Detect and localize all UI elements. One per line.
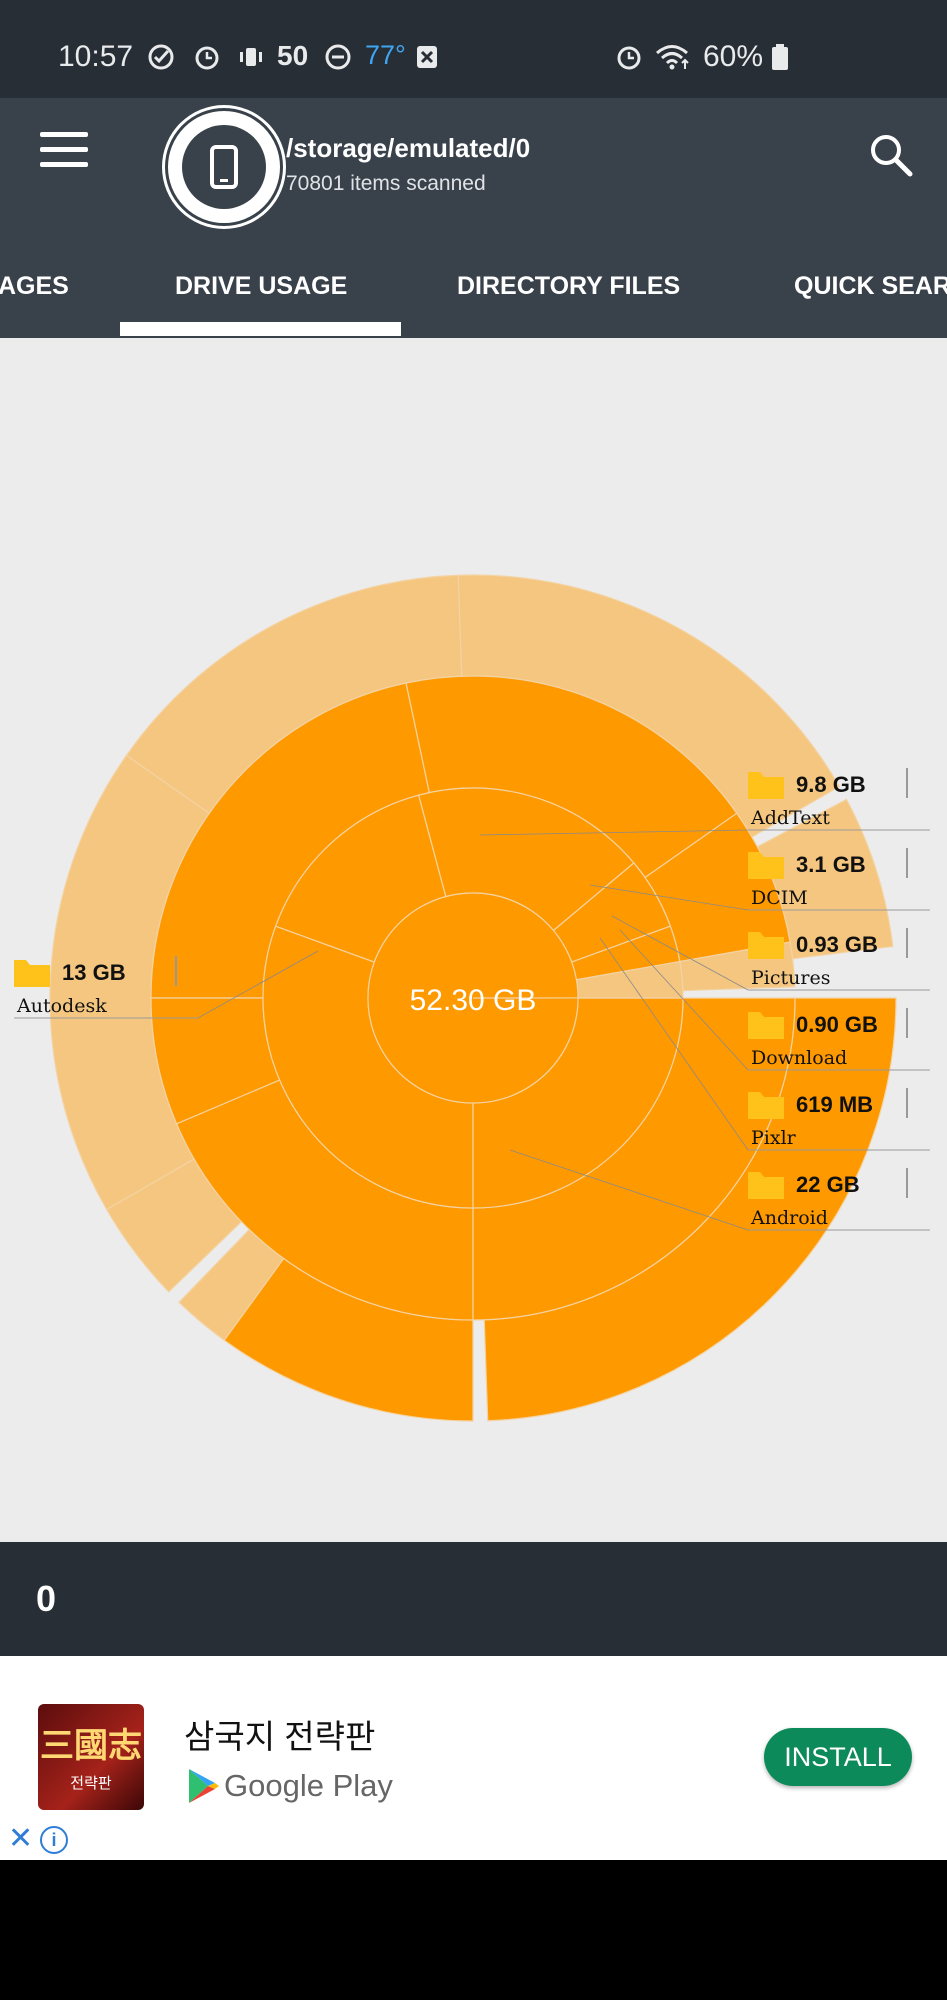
storage-path: /storage/emulated/0 — [286, 133, 531, 163]
folder-size: 3.1 GB — [796, 852, 866, 877]
folder-name: Android — [750, 1207, 828, 1229]
vibrate-icon — [240, 48, 262, 66]
folder-icon — [748, 852, 784, 879]
ad-icon-subtitle: 전략판 — [70, 1775, 112, 1792]
leader-line — [611, 915, 749, 991]
folder-name: Pixlr — [751, 1127, 797, 1149]
tab-bar: AGES DRIVE USAGE DIRECTORY FILES QUICK S… — [0, 258, 947, 338]
storage-device-badge[interactable] — [165, 108, 283, 226]
folder-label-dcim[interactable]: 3.1 GB DCIM — [748, 848, 930, 911]
folder-size: 13 GB — [62, 960, 126, 985]
ad-banner[interactable]: 三國志 전략판 삼국지 전략판 Google Play INSTALL ✕ i — [0, 1656, 947, 1860]
folder-name: DCIM — [751, 887, 808, 909]
folder-size: 619 MB — [796, 1092, 873, 1117]
tab-images[interactable]: AGES — [0, 272, 69, 300]
ad-icon-title: 三國志 — [40, 1726, 142, 1766]
total-size-label: 52.30 GB — [410, 984, 537, 1017]
signal-number: 50 — [277, 40, 309, 71]
items-scanned: 70801 items scanned — [286, 172, 486, 195]
folder-name: Autodesk — [16, 995, 107, 1017]
clock: 10:57 — [58, 40, 134, 73]
status-bar: 10:57 50 77° 60% — [0, 0, 947, 98]
leader-line — [619, 929, 749, 1071]
check-circle-icon — [148, 44, 174, 70]
selection-count: 0 — [36, 1578, 57, 1619]
tab-drive-usage[interactable]: DRIVE USAGE — [175, 272, 348, 300]
leader-line — [197, 950, 319, 1019]
folder-size: 9.8 GB — [796, 772, 866, 797]
tab-indicator — [120, 322, 401, 336]
search-icon[interactable] — [866, 130, 916, 180]
folder-icon — [748, 772, 784, 799]
folder-label-addtext[interactable]: 9.8 GB AddText — [748, 768, 930, 831]
folder-label-pictures[interactable]: 0.93 GB Pictures — [748, 928, 930, 991]
x-box-icon — [417, 46, 437, 68]
google-play-icon — [189, 1769, 219, 1803]
folder-icon — [748, 1172, 784, 1199]
folder-name: AddText — [750, 807, 830, 829]
leader-line — [589, 884, 749, 911]
folder-label-pixlr[interactable]: 619 MB Pixlr — [748, 1088, 930, 1151]
label-leader-lines — [197, 829, 749, 1231]
system-nav-area — [0, 1860, 947, 2000]
info-icon[interactable]: i — [40, 1826, 68, 1854]
leader-line — [509, 1149, 749, 1231]
folder-label-download[interactable]: 0.90 GB Download — [748, 1008, 930, 1071]
do-not-disturb-icon — [325, 44, 351, 70]
alarm-icon — [195, 46, 219, 70]
leader-line — [479, 829, 749, 836]
folder-label-autodesk[interactable]: 13 GB Autodesk — [14, 956, 198, 1019]
battery-icon — [772, 44, 788, 70]
leader-line — [599, 937, 749, 1151]
tab-directory-files[interactable]: DIRECTORY FILES — [457, 272, 681, 300]
menu-button[interactable] — [40, 132, 88, 168]
segment-root[interactable] — [367, 892, 579, 1104]
folder-icon — [748, 932, 784, 959]
ad-app-icon[interactable]: 三國志 전략판 — [38, 1704, 144, 1810]
folder-icon — [748, 1092, 784, 1119]
folder-icon — [748, 1012, 784, 1039]
folder-label-android[interactable]: 22 GB Android — [748, 1168, 930, 1231]
folder-size: 0.93 GB — [796, 932, 878, 957]
bottom-bar: 0 — [0, 1542, 947, 1656]
phone-icon — [210, 145, 238, 189]
folder-size: 22 GB — [796, 1172, 860, 1197]
folder-name: Download — [751, 1047, 847, 1069]
battery-percent: 60% — [703, 40, 764, 73]
folder-size: 0.90 GB — [796, 1012, 878, 1037]
close-icon[interactable]: ✕ — [8, 1822, 34, 1855]
app-bar — [0, 98, 947, 338]
folder-icon — [14, 960, 50, 987]
folder-name: Pictures — [751, 967, 830, 989]
menu-icon — [40, 132, 88, 137]
tab-quick-search[interactable]: QUICK SEAR — [794, 272, 947, 300]
install-button[interactable]: INSTALL — [764, 1728, 912, 1786]
chart-area: 52.30 GB 9.8 GB AddText 3.1 GB DCIM 0.93 GB P… — [0, 338, 947, 1542]
temperature: 77° — [365, 40, 406, 70]
sunburst-chart[interactable]: 52.30 GB 9.8 GB AddText 3.1 GB DCIM 0.93 GB P… — [0, 338, 947, 1542]
ad-store-name: Google Play — [224, 1768, 393, 1803]
alarm-icon — [617, 46, 641, 70]
wifi-icon — [656, 45, 689, 70]
ad-app-title[interactable]: 삼국지 전략판 — [184, 1718, 376, 1755]
